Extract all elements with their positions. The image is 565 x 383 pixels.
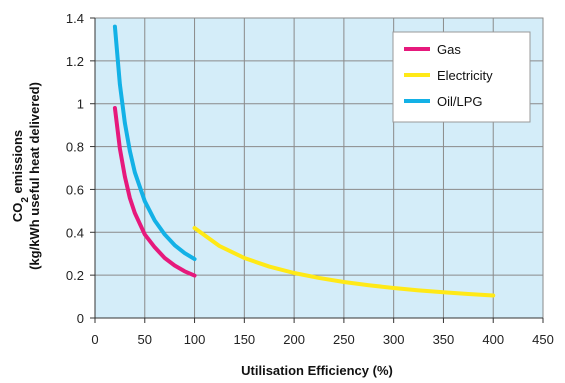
series-line-gas xyxy=(112,106,197,278)
legend-label-oil-lpg: Oil/LPG xyxy=(437,94,483,109)
y-axis-title-subscript: 2 xyxy=(20,197,31,203)
x-tick-label-0: 0 xyxy=(91,332,98,347)
y-axis-title-line1: CO2 emissions xyxy=(10,130,31,222)
y-axis-title-emissions: emissions xyxy=(10,130,25,197)
x-tick-labels: 0 50 100 150 200 250 300 350 400 450 xyxy=(91,332,553,347)
y-tick-label-2: 0.4 xyxy=(66,225,84,240)
y-tick-label-1: 0.2 xyxy=(66,268,84,283)
legend-label-electricity: Electricity xyxy=(437,68,493,83)
x-tick-label-7: 350 xyxy=(433,332,455,347)
series-line-electricity xyxy=(192,226,496,298)
x-tick-label-3: 150 xyxy=(233,332,255,347)
y-tick-labels: 0 0.2 0.4 0.6 0.8 1 1.2 1.4 xyxy=(66,11,84,326)
y-axis-title-co: CO xyxy=(10,203,25,223)
legend-label-gas: Gas xyxy=(437,42,461,57)
x-tick-label-1: 50 xyxy=(138,332,152,347)
x-tick-label-4: 200 xyxy=(283,332,305,347)
x-tick-label-9: 450 xyxy=(532,332,554,347)
y-tick-label-5: 1 xyxy=(77,97,84,112)
y-tick-label-6: 1.2 xyxy=(66,54,84,69)
y-tick-label-7: 1.4 xyxy=(66,11,84,26)
y-tick-label-0: 0 xyxy=(77,311,84,326)
y-tick-label-4: 0.8 xyxy=(66,140,84,155)
series-lines xyxy=(112,24,496,298)
legend: Gas Electricity Oil/LPG xyxy=(392,31,531,123)
x-tick-label-5: 250 xyxy=(333,332,355,347)
series-line-oil-lpg xyxy=(112,24,197,262)
x-axis-title: Utilisation Efficiency (%) xyxy=(241,363,393,378)
x-tick-label-8: 400 xyxy=(482,332,504,347)
y-axis-title-line2: (kg/kWh useful heat delivered) xyxy=(27,82,42,270)
y-tick-label-3: 0.6 xyxy=(66,182,84,197)
x-tick-label-6: 300 xyxy=(383,332,405,347)
x-tick-label-2: 100 xyxy=(184,332,206,347)
axes xyxy=(90,17,544,323)
